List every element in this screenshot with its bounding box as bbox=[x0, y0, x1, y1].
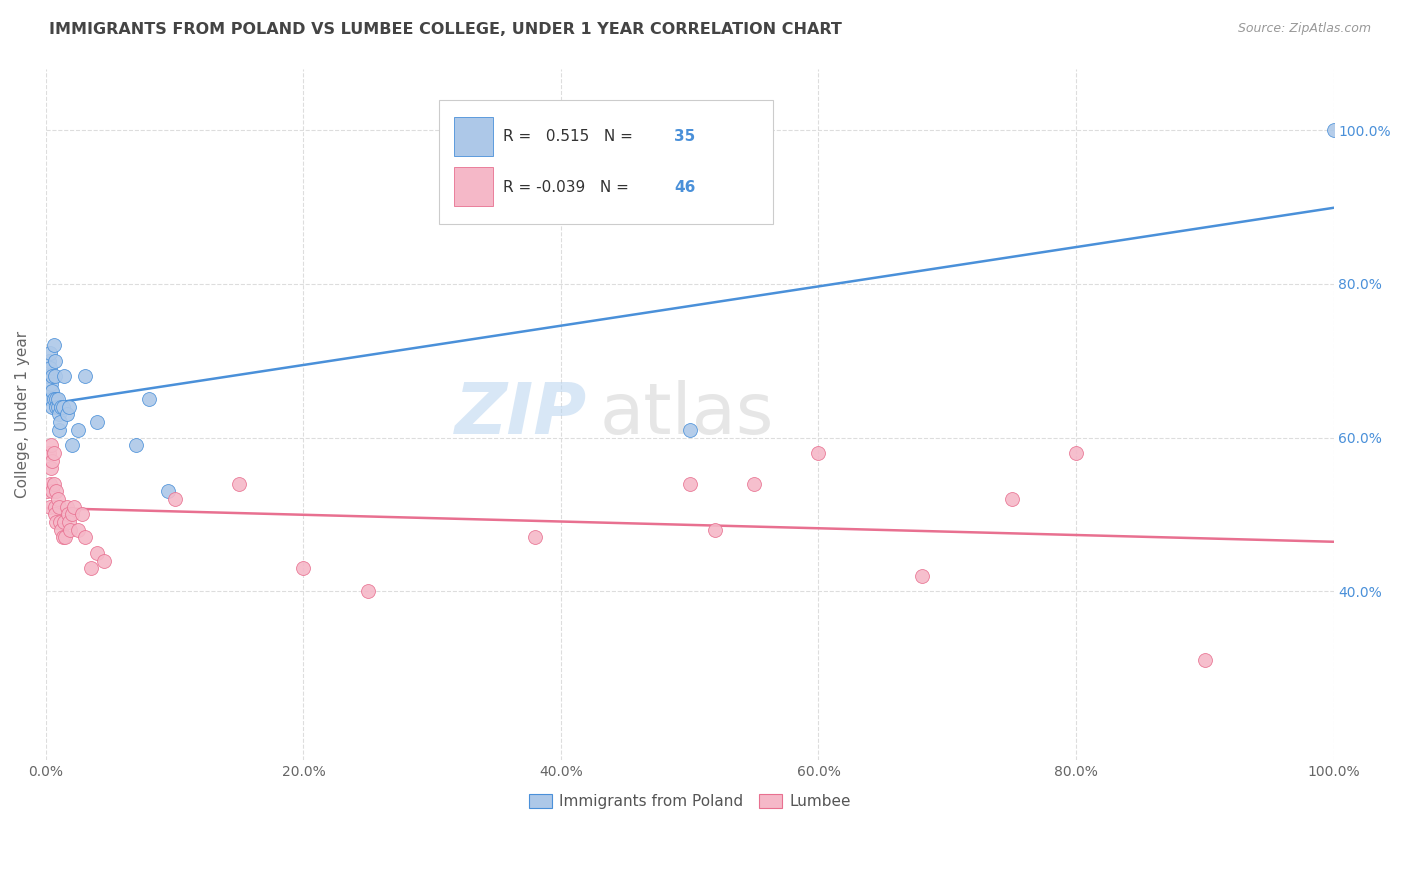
Text: R = -0.039   N =: R = -0.039 N = bbox=[503, 180, 634, 195]
Point bbox=[125, 438, 148, 452]
Point bbox=[53, 515, 76, 529]
Point bbox=[48, 408, 70, 422]
Point bbox=[679, 476, 702, 491]
Point bbox=[46, 392, 69, 406]
Point bbox=[93, 553, 115, 567]
Text: atlas: atlas bbox=[599, 380, 773, 449]
Point bbox=[53, 369, 76, 384]
Point bbox=[38, 361, 60, 376]
Point bbox=[39, 461, 62, 475]
Point bbox=[39, 438, 62, 452]
Point bbox=[58, 515, 80, 529]
Point bbox=[56, 508, 79, 522]
Point bbox=[42, 338, 65, 352]
Point bbox=[45, 484, 67, 499]
Text: 46: 46 bbox=[675, 180, 696, 195]
Point bbox=[1194, 653, 1216, 667]
Point bbox=[38, 500, 60, 514]
Point bbox=[44, 369, 66, 384]
Point bbox=[49, 415, 72, 429]
FancyBboxPatch shape bbox=[454, 168, 492, 206]
Point bbox=[80, 561, 103, 575]
Point bbox=[292, 561, 315, 575]
Point bbox=[228, 476, 250, 491]
Point bbox=[157, 484, 180, 499]
Point bbox=[44, 500, 66, 514]
Point bbox=[60, 438, 83, 452]
FancyBboxPatch shape bbox=[454, 117, 492, 156]
Point bbox=[41, 369, 63, 384]
Point bbox=[41, 400, 63, 414]
Point bbox=[53, 531, 76, 545]
Point bbox=[37, 484, 59, 499]
Y-axis label: College, Under 1 year: College, Under 1 year bbox=[15, 331, 30, 498]
Point bbox=[910, 569, 932, 583]
Point bbox=[42, 476, 65, 491]
Point bbox=[46, 400, 69, 414]
Point bbox=[704, 523, 727, 537]
Text: ZIP: ZIP bbox=[454, 380, 586, 449]
Point bbox=[44, 508, 66, 522]
Point bbox=[38, 346, 60, 360]
Point bbox=[42, 392, 65, 406]
Point bbox=[49, 515, 72, 529]
Point bbox=[42, 446, 65, 460]
Point bbox=[357, 584, 380, 599]
Text: IMMIGRANTS FROM POLAND VS LUMBEE COLLEGE, UNDER 1 YEAR CORRELATION CHART: IMMIGRANTS FROM POLAND VS LUMBEE COLLEGE… bbox=[49, 22, 842, 37]
Point bbox=[46, 491, 69, 506]
Point bbox=[73, 531, 96, 545]
Point bbox=[55, 408, 77, 422]
Point bbox=[679, 423, 702, 437]
Point bbox=[163, 491, 186, 506]
Point bbox=[73, 369, 96, 384]
Point bbox=[67, 423, 90, 437]
Point bbox=[41, 453, 63, 467]
Point bbox=[742, 476, 765, 491]
Point bbox=[48, 423, 70, 437]
Point bbox=[1064, 446, 1087, 460]
Point bbox=[52, 531, 75, 545]
Point bbox=[52, 400, 75, 414]
Point bbox=[1322, 123, 1344, 137]
Point bbox=[70, 508, 93, 522]
Point bbox=[55, 500, 77, 514]
Point bbox=[41, 384, 63, 399]
Point bbox=[39, 392, 62, 406]
Point bbox=[67, 523, 90, 537]
Point bbox=[63, 500, 86, 514]
Point bbox=[39, 376, 62, 391]
FancyBboxPatch shape bbox=[439, 100, 773, 224]
Point bbox=[44, 353, 66, 368]
Point bbox=[38, 446, 60, 460]
Point bbox=[1001, 491, 1024, 506]
Point bbox=[37, 369, 59, 384]
Point bbox=[86, 415, 108, 429]
Point bbox=[38, 353, 60, 368]
Point bbox=[51, 523, 73, 537]
Point bbox=[48, 500, 70, 514]
Point bbox=[45, 400, 67, 414]
Point bbox=[39, 384, 62, 399]
Point bbox=[51, 400, 73, 414]
Point bbox=[86, 546, 108, 560]
Legend: Immigrants from Poland, Lumbee: Immigrants from Poland, Lumbee bbox=[523, 788, 856, 815]
Point bbox=[41, 484, 63, 499]
Point bbox=[45, 392, 67, 406]
Point bbox=[45, 515, 67, 529]
Point bbox=[38, 476, 60, 491]
Point bbox=[60, 508, 83, 522]
Point bbox=[807, 446, 830, 460]
Text: R =   0.515   N =: R = 0.515 N = bbox=[503, 128, 638, 144]
Point bbox=[58, 400, 80, 414]
Point bbox=[524, 531, 547, 545]
Text: 35: 35 bbox=[675, 128, 696, 144]
Point bbox=[59, 523, 82, 537]
Text: Source: ZipAtlas.com: Source: ZipAtlas.com bbox=[1237, 22, 1371, 36]
Point bbox=[138, 392, 160, 406]
